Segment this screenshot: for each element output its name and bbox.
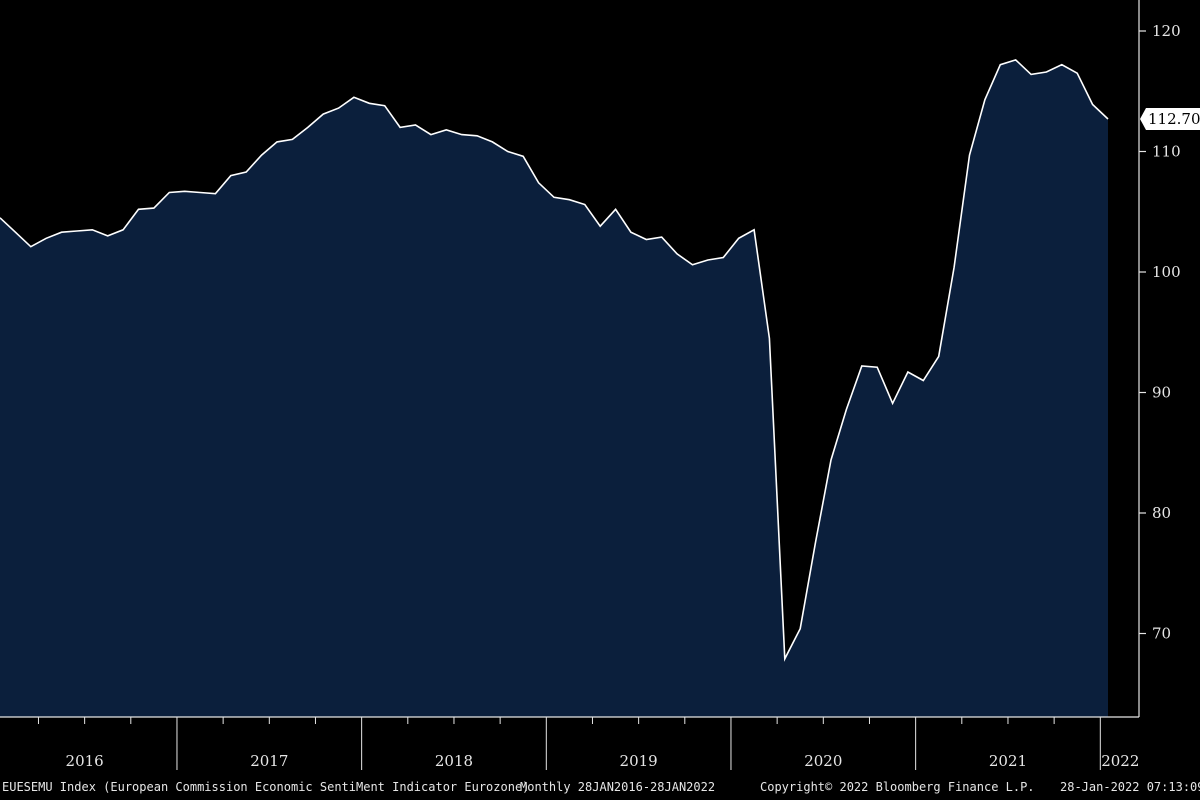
last-value-marker: 112.70 <box>1140 107 1200 130</box>
x-year-label: 2018 <box>435 752 473 770</box>
x-year-label: 2019 <box>620 752 658 770</box>
last-value-label: 112.70 <box>1148 110 1200 128</box>
y-tick-label: 70 <box>1152 625 1171 643</box>
y-tick-label: 100 <box>1152 263 1181 281</box>
footer-ticker: EUESEMU Index (European Commission Econo… <box>2 780 530 794</box>
footer-copyright: Copyright© 2022 Bloomberg Finance L.P. <box>760 780 1035 794</box>
x-year-label: 2021 <box>989 752 1027 770</box>
footer-timestamp: 28-Jan-2022 07:13:09 <box>1060 780 1200 794</box>
last-value-tag <box>1140 107 1200 130</box>
x-axis-ticks: 2016 2017 2018 2019 2020 2021 2022 <box>37 717 1139 770</box>
y-tick-label: 80 <box>1152 504 1171 522</box>
x-year-label: 2022 <box>1101 752 1139 770</box>
x-year-label: 2016 <box>66 752 104 770</box>
y-tick-label: 120 <box>1152 22 1181 40</box>
x-year-label: 2017 <box>250 752 288 770</box>
footer-range: Monthly 28JAN2016-28JAN2022 <box>520 780 716 794</box>
y-tick-label: 110 <box>1152 143 1181 161</box>
y-tick-label: 90 <box>1152 384 1171 402</box>
x-year-label: 2020 <box>804 752 842 770</box>
series-line <box>0 58 1109 662</box>
series-area <box>0 59 1108 717</box>
y-axis-ticks: 70 80 90 100 110 120 <box>1139 22 1181 643</box>
